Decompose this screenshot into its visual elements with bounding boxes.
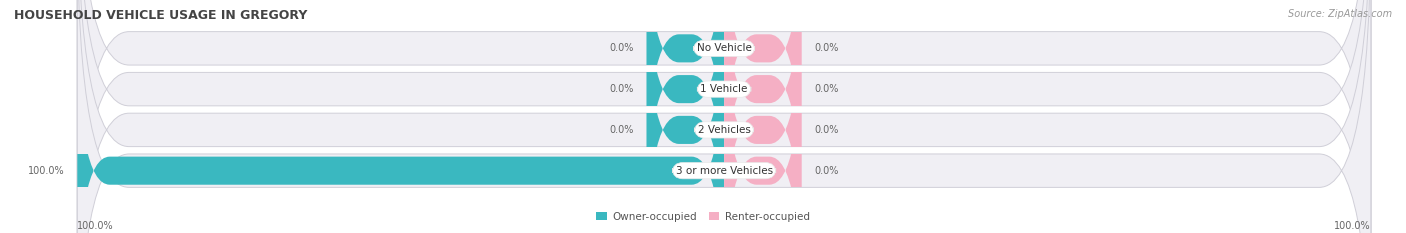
Text: 0.0%: 0.0% — [814, 43, 839, 53]
Text: 100.0%: 100.0% — [28, 166, 65, 176]
Text: 100.0%: 100.0% — [1334, 221, 1371, 231]
Legend: Owner-occupied, Renter-occupied: Owner-occupied, Renter-occupied — [592, 208, 814, 226]
Text: 0.0%: 0.0% — [609, 84, 634, 94]
Text: 3 or more Vehicles: 3 or more Vehicles — [675, 166, 773, 176]
Text: 100.0%: 100.0% — [77, 221, 114, 231]
FancyBboxPatch shape — [724, 0, 801, 233]
Text: 0.0%: 0.0% — [814, 125, 839, 135]
Text: 0.0%: 0.0% — [814, 166, 839, 176]
FancyBboxPatch shape — [647, 0, 724, 202]
Text: 0.0%: 0.0% — [609, 125, 634, 135]
Text: 2 Vehicles: 2 Vehicles — [697, 125, 751, 135]
FancyBboxPatch shape — [647, 0, 724, 233]
Text: Source: ZipAtlas.com: Source: ZipAtlas.com — [1288, 9, 1392, 19]
Text: HOUSEHOLD VEHICLE USAGE IN GREGORY: HOUSEHOLD VEHICLE USAGE IN GREGORY — [14, 9, 308, 22]
FancyBboxPatch shape — [77, 0, 1371, 233]
FancyBboxPatch shape — [724, 0, 801, 233]
FancyBboxPatch shape — [724, 17, 801, 233]
Text: No Vehicle: No Vehicle — [696, 43, 752, 53]
FancyBboxPatch shape — [77, 0, 1371, 233]
FancyBboxPatch shape — [77, 17, 724, 233]
Text: 0.0%: 0.0% — [814, 84, 839, 94]
Text: 1 Vehicle: 1 Vehicle — [700, 84, 748, 94]
FancyBboxPatch shape — [77, 0, 1371, 233]
FancyBboxPatch shape — [77, 0, 1371, 233]
FancyBboxPatch shape — [724, 0, 801, 202]
Text: 0.0%: 0.0% — [609, 43, 634, 53]
FancyBboxPatch shape — [647, 0, 724, 233]
